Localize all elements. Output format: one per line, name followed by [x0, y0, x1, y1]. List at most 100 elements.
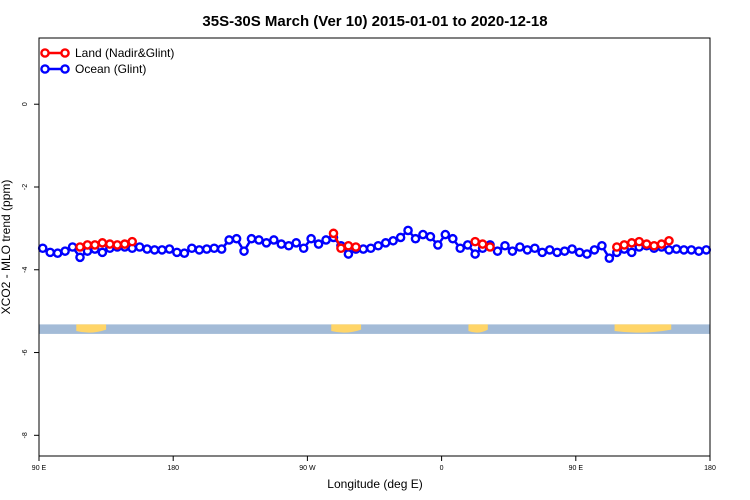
data-point — [410, 233, 421, 244]
data-point — [328, 228, 339, 239]
land-mass — [331, 324, 362, 333]
data-point — [664, 245, 674, 255]
data-point — [589, 245, 600, 255]
data-point — [656, 239, 667, 249]
data-point — [313, 239, 324, 249]
data-point — [529, 243, 540, 254]
data-point — [544, 245, 555, 255]
data-point — [365, 243, 376, 254]
data-point — [559, 246, 570, 256]
legend-marker — [40, 64, 50, 74]
data-point — [75, 242, 85, 252]
data-point — [321, 235, 331, 245]
data-point — [679, 245, 689, 255]
data-point — [500, 240, 510, 251]
legend: Land (Nadir&Glint) Ocean (Glint) — [40, 46, 174, 76]
data-point — [515, 242, 525, 252]
legend-marker — [60, 48, 70, 58]
data-point — [172, 247, 182, 258]
data-point — [701, 245, 712, 255]
data-point — [112, 240, 123, 250]
data-point — [447, 233, 458, 244]
data-point — [552, 247, 562, 258]
y-tick-label: -4 — [22, 267, 29, 273]
data-point — [395, 232, 406, 243]
data-point — [388, 235, 398, 246]
data-point — [82, 240, 93, 250]
data-point — [470, 249, 480, 259]
data-point — [239, 246, 249, 256]
data-point — [686, 245, 697, 255]
data-point — [462, 240, 473, 250]
data-point — [276, 239, 287, 249]
data-point — [373, 240, 384, 251]
data-point — [306, 233, 316, 244]
data-point — [425, 231, 436, 242]
data-point — [246, 233, 257, 244]
x-axis-label: Longitude (deg E) — [327, 477, 422, 491]
legend-marker — [60, 64, 70, 74]
x-tick-label: 90 E — [569, 465, 584, 472]
data-point — [694, 246, 704, 256]
data-point — [75, 252, 85, 263]
data-point — [149, 245, 160, 255]
data-point — [612, 242, 622, 252]
data-point — [485, 242, 495, 252]
data-point — [127, 236, 137, 247]
data-point — [649, 240, 659, 251]
data-point — [477, 239, 488, 249]
data-point — [537, 247, 548, 258]
data-point — [37, 243, 48, 254]
legend-label: Land (Nadir&Glint) — [75, 46, 174, 60]
data-point — [567, 244, 577, 254]
data-point — [626, 238, 637, 248]
land-mass — [468, 324, 488, 333]
data-point — [45, 247, 55, 258]
data-point — [604, 253, 615, 263]
data-point — [291, 238, 302, 248]
data-point — [574, 247, 585, 258]
x-axis: 90 E 180 90 W 0 90 E 180 — [32, 456, 716, 472]
data-point — [269, 235, 279, 245]
chart-title: 35S-30S March (Ver 10) 2015-01-01 to 202… — [202, 13, 547, 30]
data-point — [261, 238, 272, 248]
legend-label: Ocean (Glint) — [75, 62, 146, 76]
data-point — [470, 236, 480, 247]
data-point — [231, 233, 242, 244]
data-point — [134, 242, 145, 252]
y-tick-label: -2 — [22, 184, 29, 190]
data-point — [142, 244, 152, 254]
data-point — [67, 242, 78, 252]
data-point — [298, 243, 309, 254]
data-point — [187, 243, 197, 254]
data-point — [418, 229, 428, 240]
data-point — [157, 245, 167, 255]
data-point — [283, 240, 294, 251]
data-point — [380, 238, 391, 248]
x-tick-label: 0 — [440, 465, 444, 472]
data-point — [60, 246, 70, 256]
data-point — [351, 242, 361, 252]
y-axis-label: XCO2 - MLO trend (ppm) — [0, 180, 13, 315]
data-point — [224, 235, 234, 245]
series-layer — [37, 225, 712, 263]
data-point — [634, 236, 644, 247]
y-tick-label: -6 — [22, 349, 29, 355]
data-point — [179, 248, 190, 259]
data-point — [216, 244, 227, 254]
ocean-band — [39, 324, 710, 334]
data-point — [440, 229, 451, 240]
land-mass — [614, 324, 672, 333]
y-tick-label: -8 — [22, 432, 29, 438]
data-point — [492, 246, 503, 256]
data-point — [343, 240, 354, 251]
data-point — [522, 245, 533, 255]
x-tick-label: 180 — [167, 465, 179, 472]
data-point — [403, 225, 413, 236]
plot-frame — [38, 37, 711, 457]
data-point — [254, 235, 264, 245]
data-point — [671, 244, 682, 254]
data-point — [626, 247, 637, 258]
data-point — [507, 246, 518, 256]
